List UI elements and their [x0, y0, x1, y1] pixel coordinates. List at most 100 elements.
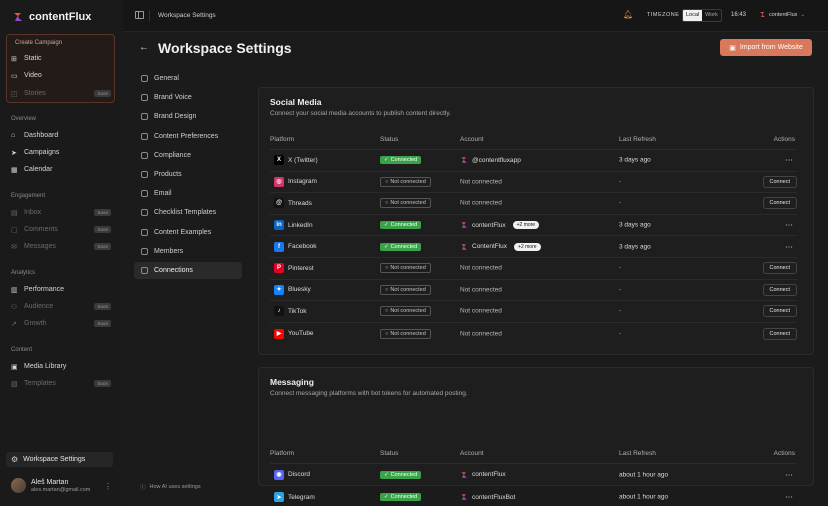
sidebar-item-messages[interactable]: ✉ Messages Soon — [11, 240, 111, 254]
sidebar-item-audience[interactable]: ⚇ Audience Soon — [11, 299, 111, 313]
brand[interactable]: contentFlux — [12, 11, 91, 23]
platform-cell: ♪ TikTok — [274, 306, 307, 317]
connect-button[interactable]: Connect — [762, 262, 797, 275]
more-horizontal-icon[interactable]: ⋯ — [785, 242, 793, 252]
tz-option-local[interactable]: Local — [683, 10, 703, 21]
sidebar-item-static[interactable]: ⊞ Static — [11, 51, 111, 65]
connect-button[interactable]: Connect — [762, 175, 797, 188]
settings-nav-checklist-templates[interactable]: Checklist Templates — [134, 204, 242, 221]
settings-nav-connections[interactable]: Connections — [134, 262, 242, 279]
divider — [149, 10, 150, 21]
video-icon: ▭ — [11, 72, 18, 80]
account-switcher[interactable]: contentFlux ⌄ — [759, 11, 805, 18]
tz-option-work[interactable]: Work — [705, 12, 718, 18]
sidebar-item-templates[interactable]: ▧ Templates Soon — [11, 376, 111, 390]
column-header-refresh: Last Refresh — [619, 136, 656, 143]
soon-badge: Soon — [94, 225, 111, 233]
sidebar-item-dashboard[interactable]: ⌂ Dashboard — [11, 128, 111, 142]
account-name: Not connected — [460, 178, 502, 186]
more-accounts-badge[interactable]: +2 more — [514, 242, 541, 251]
settings-nav-general[interactable]: General — [134, 70, 242, 87]
more-horizontal-icon[interactable]: ⋯ — [785, 470, 793, 479]
settings-nav-members[interactable]: Members — [134, 243, 242, 260]
inbox-icon: ▤ — [11, 209, 18, 217]
back-arrow-icon[interactable]: ← — [139, 42, 149, 53]
connect-button[interactable]: Connect — [762, 327, 797, 340]
status-label: Connected — [390, 494, 418, 500]
more-horizontal-icon[interactable]: ⋯ — [785, 492, 793, 502]
sidebar-item-label: Campaigns — [24, 148, 60, 156]
check-circle-icon: ✓ — [384, 157, 389, 164]
checklist-icon — [141, 209, 148, 217]
actions-cell: Connect — [762, 327, 797, 340]
sidebar-section-content: Content — [11, 347, 33, 353]
last-refresh-cell: - — [619, 330, 622, 338]
more-accounts-badge[interactable]: +2 more — [512, 221, 540, 230]
settings-nav-content-preferences[interactable]: Content Preferences — [134, 128, 242, 145]
account-name: Not connected — [460, 330, 502, 338]
table-row: ◉ Discord ✓ Connected contentFlux about 1 hou… — [270, 464, 797, 486]
sidebar-item-calendar[interactable]: ▦ Calendar — [11, 163, 111, 177]
settings-nav-label: Members — [154, 247, 184, 255]
account-name: Not connected — [460, 264, 502, 272]
more-horizontal-icon[interactable]: ⋯ — [785, 155, 793, 165]
settings-nav-brand-voice[interactable]: Brand Voice — [134, 89, 242, 106]
account-cell: contentFluxBot — [460, 493, 515, 501]
connect-button[interactable]: Connect — [762, 197, 797, 210]
ai-settings-link[interactable]: ⓘ How AI uses settings — [140, 483, 201, 491]
table-row: f Facebook ✓ Connected ContentFlux +2 more 3 d… — [270, 236, 797, 258]
check-circle-icon: ✓ — [384, 222, 389, 229]
connect-button[interactable]: Connect — [762, 305, 797, 318]
table-row: X X (Twitter) ✓ Connected @contentfluxapp 3 d… — [270, 150, 797, 172]
status-cell: ○ Not connected — [380, 198, 431, 209]
brand-name: contentFlux — [29, 11, 92, 23]
status-cell: ✓ Connected — [380, 242, 422, 251]
connect-button[interactable]: Connect — [762, 283, 797, 296]
settings-nav-label: General — [154, 75, 179, 82]
sidebar-toggle-icon[interactable] — [135, 11, 144, 19]
settings-nav-content-examples[interactable]: Content Examples — [134, 224, 242, 241]
settings-nav-label: Email — [154, 190, 172, 198]
status-badge: ○ Not connected — [380, 176, 431, 187]
table-row: ➤ Telegram ✓ Connected contentFluxBot about 1… — [270, 486, 797, 506]
platform-cell: ◉ Discord — [274, 469, 310, 480]
settings-nav-brand-design[interactable]: Brand Design — [134, 108, 242, 125]
messaging-title: Messaging — [270, 377, 314, 387]
sidebar-item-media-library[interactable]: ▣ Media Library — [11, 359, 111, 373]
soon-badge: Soon — [94, 89, 111, 97]
bell-icon[interactable]: 🔔︎ — [623, 10, 634, 19]
facebook-icon: f — [274, 241, 284, 252]
settings-nav-compliance[interactable]: Compliance — [134, 147, 242, 164]
sidebar-item-campaigns[interactable]: ➤ Campaigns — [11, 145, 111, 159]
threads-icon: @ — [274, 198, 284, 209]
more-horizontal-icon[interactable]: ⋯ — [785, 220, 793, 230]
sidebar-item-stories[interactable]: ◰ Stories Soon — [11, 86, 111, 100]
settings-nav-products[interactable]: Products — [134, 166, 242, 183]
sidebar-item-label: Stories — [24, 89, 46, 97]
sidebar-item-comments[interactable]: ▢ Comments Soon — [11, 222, 111, 236]
platform-name: Facebook — [288, 243, 317, 251]
more-vertical-icon[interactable]: ⋮ — [104, 482, 112, 491]
sidebar-section-engagement: Engagement — [11, 193, 46, 199]
status-cell: ✓ Connected — [380, 493, 422, 501]
sidebar-item-growth[interactable]: ↗ Growth Soon — [11, 317, 111, 331]
user-profile[interactable]: Aleš Martan ales.martan@gmail.com — [11, 478, 90, 493]
settings-nav-email[interactable]: Email — [134, 185, 242, 202]
status-label: Connected — [390, 157, 418, 164]
column-header-refresh: Last Refresh — [619, 450, 656, 457]
sidebar-item-inbox[interactable]: ▤ Inbox Soon — [11, 205, 111, 219]
logo-icon — [461, 222, 467, 228]
shapes-icon: ⊞ — [11, 55, 17, 63]
table-row: in LinkedIn ✓ Connected contentFlux +2 more 3 … — [270, 215, 797, 237]
sidebar-item-performance[interactable]: ▥ Performance — [11, 282, 111, 296]
import-from-website-button[interactable]: ▣ Import from Website — [720, 39, 812, 56]
sidebar-item-video[interactable]: ▭ Video — [11, 68, 111, 82]
shield-icon — [141, 151, 148, 159]
workspace-settings-button[interactable]: ⚙ Workspace Settings — [6, 452, 113, 467]
table-row: ▶ YouTube ○ Not connected Not connected - Conn… — [270, 323, 797, 345]
status-badge: ✓ Connected — [380, 470, 422, 479]
account-cell: contentFlux +2 more — [460, 221, 540, 230]
platform-name: X (Twitter) — [288, 156, 318, 164]
last-refresh-cell: - — [619, 199, 622, 207]
actions-cell: Connect — [762, 283, 797, 296]
